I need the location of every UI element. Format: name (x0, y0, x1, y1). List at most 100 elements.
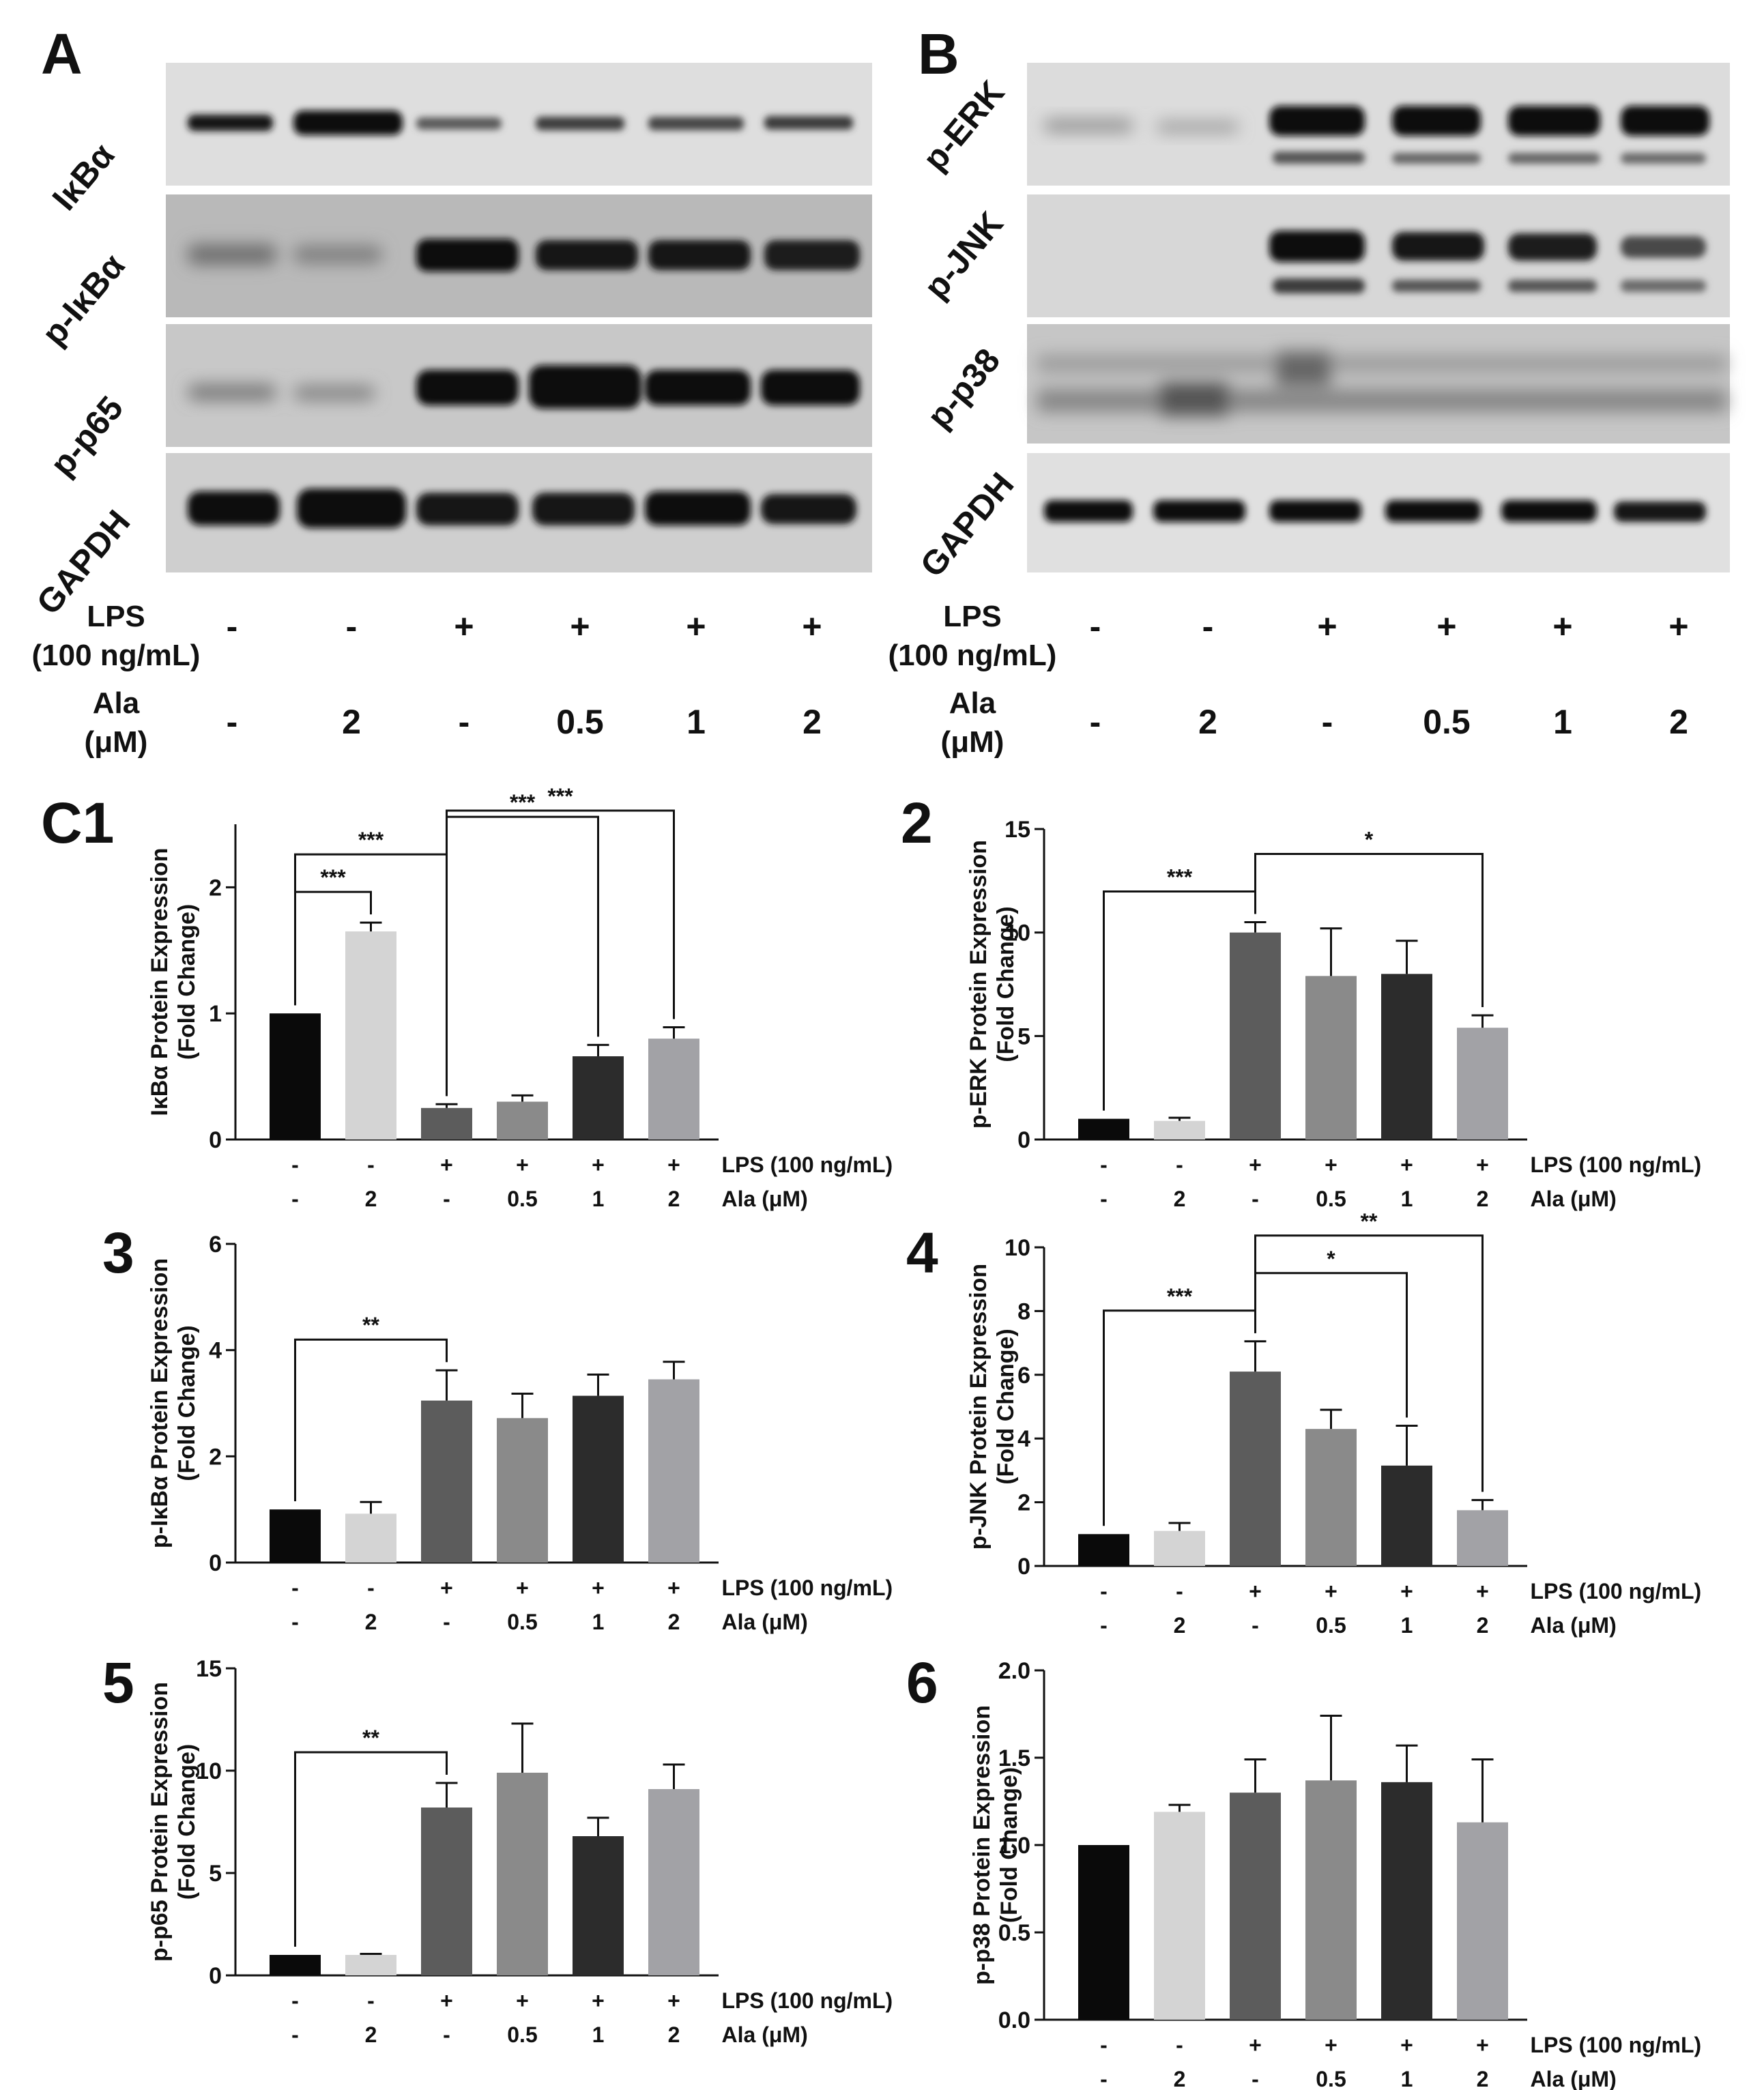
blot-b-ala-unit: (μM) (941, 725, 1004, 759)
panel-letter-b: B (918, 22, 959, 86)
x-tick-label-ala: - (443, 2022, 450, 2047)
x-tick-label-lps: - (367, 1988, 375, 2013)
y-tick-label: 5 (209, 1861, 222, 1887)
bar (1230, 1793, 1281, 2020)
x-tick-label-ala: 0.5 (1316, 1613, 1346, 1638)
blot-b-strip-p-erk (1027, 63, 1730, 186)
x-tick-label-lps: + (592, 1152, 605, 1177)
y-tick-label: 6 (1017, 1363, 1030, 1389)
significance-label: ** (362, 1313, 379, 1337)
y-tick-label: 8 (1017, 1298, 1030, 1324)
blot-b-label-gapdh: GAPDH (912, 465, 1021, 584)
x-tick-label-ala: 0.5 (507, 1610, 537, 1634)
blot-a-ala-lane: 2 (342, 703, 361, 741)
bar (1078, 1845, 1129, 2020)
x-tick-label-ala: 2 (365, 2022, 377, 2047)
x-tick-label-lps: + (1325, 1579, 1338, 1603)
y-axis-title: IκBα Protein Expression (147, 847, 173, 1116)
significance-label: ** (1361, 1209, 1378, 1234)
y-tick-label: 15 (1004, 817, 1030, 843)
y-tick-label: 2 (209, 875, 222, 901)
lps-row-label: LPS (100 ng/mL) (1531, 2033, 1702, 2057)
x-tick-label-lps: + (592, 1988, 605, 2013)
x-tick-label-lps: - (1176, 1152, 1183, 1177)
y-tick-label: 5 (1017, 1024, 1030, 1049)
y-tick-label: 1.5 (998, 1745, 1030, 1771)
bar (1154, 1120, 1205, 1140)
x-tick-label-lps: + (1476, 1579, 1489, 1603)
y-axis-title: p-ERK Protein Expression (966, 840, 992, 1129)
y-tick-label: 0 (209, 1550, 222, 1576)
panel-letter-c2: 2 (901, 791, 933, 855)
bar-chart-p-p38: 0.0 0.5 1.0 1.5 2.0p-p38 Protein Expression(… (969, 1658, 1701, 2090)
x-tick-label-ala: 2 (1477, 2067, 1489, 2090)
x-tick-label-ala: 1 (592, 1187, 605, 1211)
blot-b-lps-lane: - (1202, 607, 1214, 645)
blot-b-lps-lane: + (1436, 607, 1456, 645)
x-tick-label-ala: 1 (1401, 1187, 1413, 1211)
y-axis-title-unit: (Fold Change) (993, 906, 1019, 1062)
blot-a-strip-ikba (166, 63, 872, 186)
x-tick-label-lps: - (291, 1988, 299, 2013)
x-tick-label-ala: 0.5 (1316, 1187, 1346, 1211)
x-tick-label-lps: + (1400, 2033, 1413, 2057)
blot-a-ala-lane: 1 (686, 703, 706, 741)
bar-chart-ikba: 0 1 2 IκBα Protein Expression (Fold Change) -… (147, 784, 893, 1211)
blot-b-lps-lane: + (1317, 607, 1337, 645)
blot-a-ala-lane: 0.5 (556, 703, 604, 741)
x-tick-label-ala: 2 (668, 1187, 680, 1211)
x-tick-label-ala: - (1252, 1613, 1259, 1638)
blot-a-strip-p-ikba (166, 194, 872, 317)
blot-b-ala-lane: - (1322, 703, 1333, 741)
x-tick-label-lps: - (367, 1576, 375, 1600)
ala-row-label: Ala (μM) (1531, 2067, 1617, 2090)
significance-label: * (1365, 828, 1374, 852)
y-tick-label: 0 (209, 1963, 222, 1989)
y-axis-title: p-p38 Protein Expression (969, 1705, 995, 1985)
ala-row-label: Ala (μM) (722, 1187, 808, 1211)
x-tick-label-ala: 2 (1174, 1613, 1186, 1638)
blot-a-ala-lane: - (227, 703, 238, 741)
lps-row-label: LPS (100 ng/mL) (1531, 1152, 1702, 1177)
bar (270, 1509, 321, 1563)
x-tick-label-ala: 2 (1174, 2067, 1186, 2090)
y-tick-label: 0 (209, 1127, 222, 1153)
x-tick-label-ala: - (1100, 1187, 1108, 1211)
x-tick-label-ala: - (1252, 2067, 1259, 2090)
x-tick-label-ala: 2 (365, 1610, 377, 1634)
lps-row-label: LPS (100 ng/mL) (722, 1576, 893, 1600)
blot-b-label-p-erk: p-ERK (915, 74, 1011, 178)
x-tick-label-ala: 1 (1401, 2067, 1413, 2090)
x-tick-label-lps: - (1100, 1579, 1108, 1603)
y-tick-label: 0 (1017, 1127, 1030, 1153)
significance-bracket (294, 1751, 448, 1947)
blot-b-strip-gapdh (1027, 453, 1730, 572)
y-axis-title-unit: (Fold Change) (174, 1744, 200, 1900)
significance-label: *** (320, 865, 346, 890)
x-tick-label-lps: + (1249, 1579, 1262, 1603)
significance-bracket (1254, 1234, 1484, 1492)
blot-a-label-p-p65: p-p65 (43, 389, 131, 483)
blot-b-lps-conc: (100 ng/mL) (888, 639, 1057, 672)
y-tick-label: 15 (196, 1656, 222, 1682)
x-tick-label-ala: 2 (1477, 1613, 1489, 1638)
x-tick-label-lps: + (1325, 2033, 1338, 2057)
significance-label: *** (1167, 865, 1193, 890)
x-tick-label-lps: + (667, 1152, 680, 1177)
x-tick-label-lps: + (1249, 1152, 1262, 1177)
y-tick-label: 2 (1017, 1490, 1030, 1516)
bar (1381, 974, 1432, 1140)
blot-a-lps-label: LPS (87, 600, 145, 633)
blot-b-ala-lane: 0.5 (1423, 703, 1471, 741)
blot-a-strip-gapdh (166, 453, 872, 572)
y-tick-label: 6 (209, 1232, 222, 1258)
y-axis-title: p-p65 Protein Expression (147, 1682, 173, 1962)
blot-b-ala-label: Ala (949, 686, 996, 720)
blot-a-ala-lane: - (459, 703, 470, 741)
bar (270, 1955, 321, 1975)
bar (270, 1013, 321, 1140)
significance-label: *** (547, 784, 573, 809)
ala-row-label: Ala (μM) (722, 2022, 808, 2047)
blot-b-lps-lane: + (1552, 607, 1572, 645)
y-tick-label: 4 (1017, 1426, 1030, 1452)
